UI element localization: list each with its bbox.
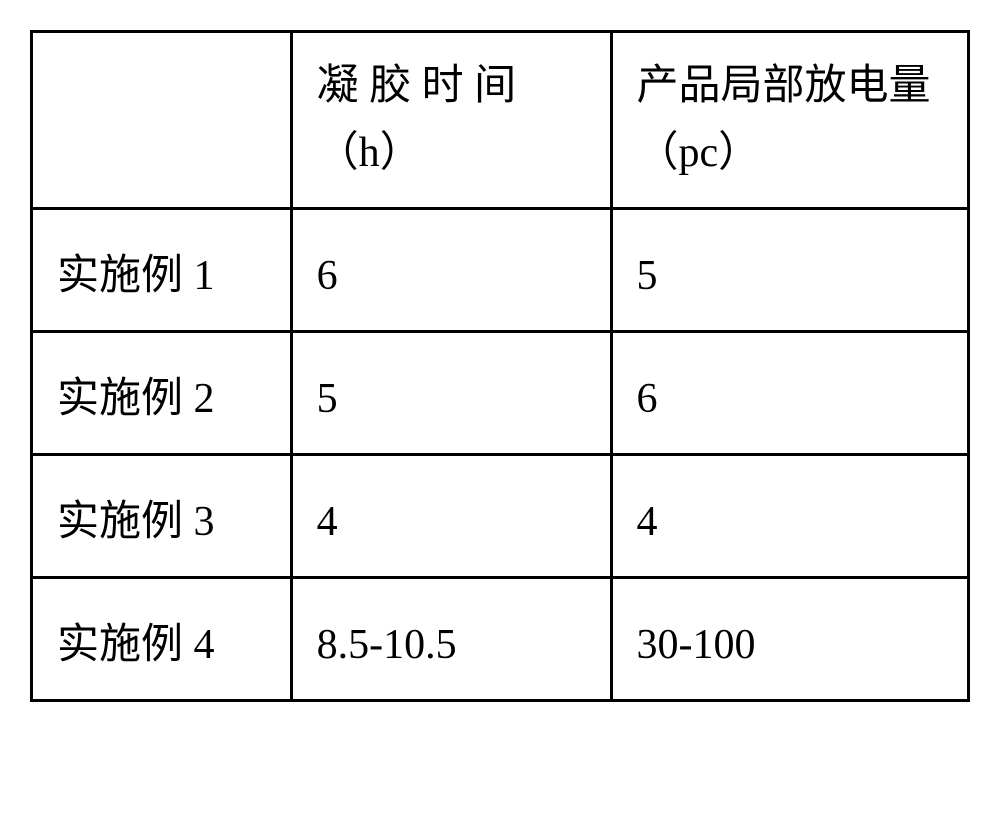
discharge-value: 30-100 — [611, 578, 969, 701]
gel-time-value: 4 — [291, 455, 611, 578]
discharge-value: 5 — [611, 209, 969, 332]
table-row: 实施例 4 8.5-10.5 30-100 — [32, 578, 969, 701]
table-row: 实施例 2 5 6 — [32, 332, 969, 455]
header-cell-discharge: 产品局部放电量（pc） — [611, 32, 969, 209]
header-cell-empty — [32, 32, 292, 209]
header-cell-gel-time: 凝 胶 时 间（h） — [291, 32, 611, 209]
table-row: 实施例 3 4 4 — [32, 455, 969, 578]
gel-time-value: 5 — [291, 332, 611, 455]
gel-time-value: 6 — [291, 209, 611, 332]
row-label: 实施例 1 — [32, 209, 292, 332]
discharge-value: 4 — [611, 455, 969, 578]
row-label: 实施例 4 — [32, 578, 292, 701]
gel-time-value: 8.5-10.5 — [291, 578, 611, 701]
discharge-value: 6 — [611, 332, 969, 455]
data-table: 凝 胶 时 间（h） 产品局部放电量（pc） 实施例 1 6 5 实施例 2 5… — [30, 30, 970, 702]
row-label: 实施例 3 — [32, 455, 292, 578]
row-label: 实施例 2 — [32, 332, 292, 455]
table-header-row: 凝 胶 时 间（h） 产品局部放电量（pc） — [32, 32, 969, 209]
table-row: 实施例 1 6 5 — [32, 209, 969, 332]
